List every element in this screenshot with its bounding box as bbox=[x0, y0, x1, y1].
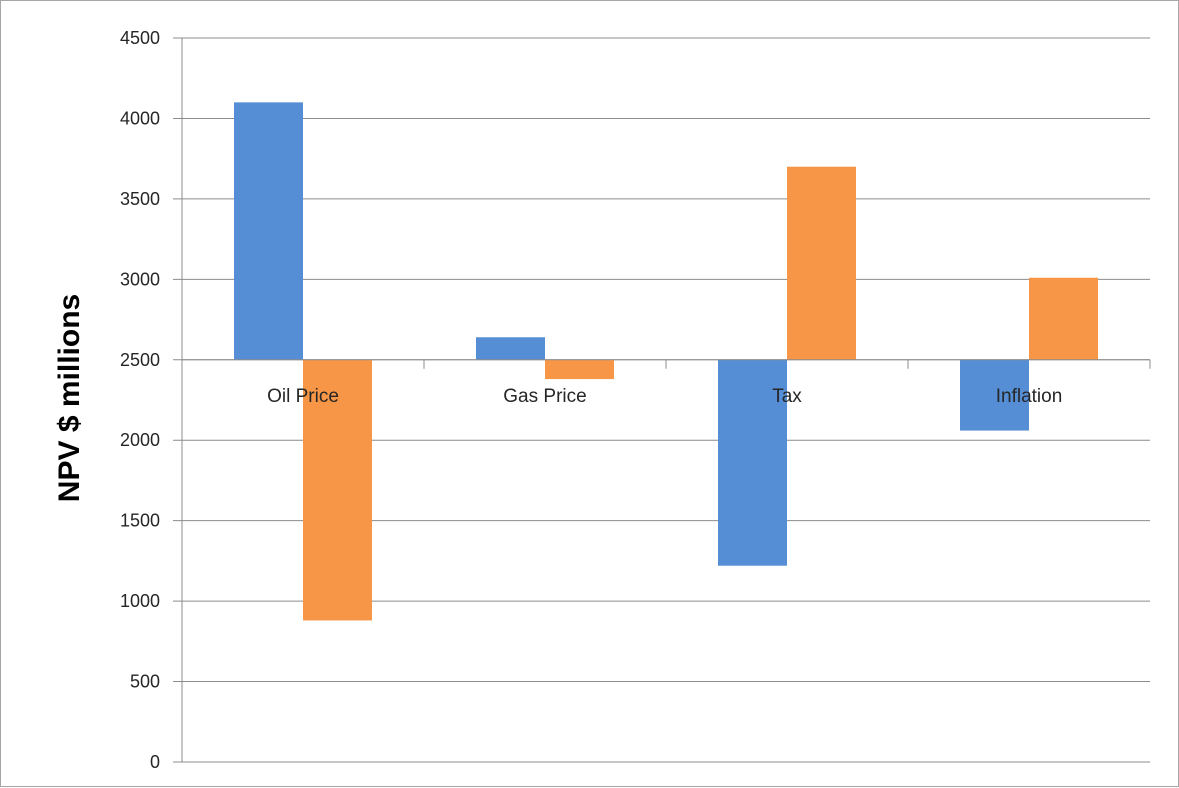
y-tick-label: 3500 bbox=[120, 189, 160, 209]
bar-series-1-tax bbox=[718, 359, 787, 566]
category-label: Gas Price bbox=[503, 386, 586, 407]
category-label: Oil Price bbox=[267, 386, 339, 407]
y-tick-label: 4500 bbox=[120, 28, 160, 48]
bar-series-1-oil-price bbox=[234, 102, 303, 360]
bar-series-2-gas-price bbox=[545, 359, 614, 380]
y-tick-label: 1000 bbox=[120, 591, 160, 611]
y-tick-label: 2500 bbox=[120, 350, 160, 370]
bar-series-2-inflation bbox=[1029, 277, 1098, 360]
bar-series-2-oil-price bbox=[303, 359, 372, 621]
y-tick-label: 1500 bbox=[120, 511, 160, 531]
y-axis-title: NPV $ millions bbox=[53, 294, 86, 502]
y-tick-label: 4000 bbox=[120, 108, 160, 128]
y-tick-label: 0 bbox=[150, 752, 160, 772]
y-tick-label: 3000 bbox=[120, 269, 160, 289]
category-label: Inflation bbox=[996, 386, 1063, 407]
y-tick-label: 2000 bbox=[120, 430, 160, 450]
axes bbox=[181, 38, 1151, 762]
category-label: Tax bbox=[772, 386, 802, 407]
labels: 0 500 1000 1500 2000 2500 3000 3500 4000 4500 Oil … bbox=[120, 28, 1062, 772]
bars bbox=[234, 102, 1098, 621]
y-tick-label: 500 bbox=[130, 672, 160, 692]
bar-series-1-gas-price bbox=[476, 337, 545, 360]
bar-series-2-tax bbox=[787, 166, 856, 360]
bar-series-1-inflation bbox=[960, 359, 1029, 431]
